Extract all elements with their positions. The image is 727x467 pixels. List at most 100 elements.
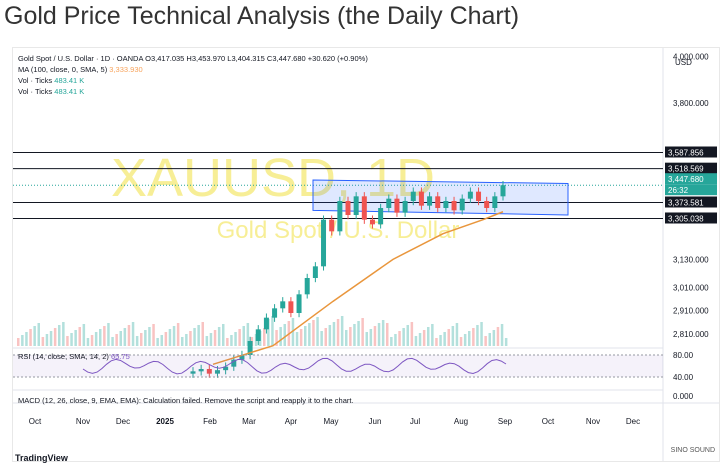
volume-bar bbox=[189, 331, 192, 346]
price-label-box bbox=[665, 162, 717, 174]
candle-body bbox=[394, 198, 400, 213]
volume-bar bbox=[455, 323, 459, 346]
macd-tick-label: 0.000 bbox=[673, 392, 694, 401]
volume-bar bbox=[402, 328, 405, 346]
candle-body bbox=[321, 219, 327, 267]
price-label: 3,373.581 bbox=[668, 198, 704, 207]
candle-body bbox=[467, 191, 473, 199]
volume-bar bbox=[74, 330, 77, 346]
volume-bar bbox=[135, 336, 139, 346]
volume-bar bbox=[398, 331, 401, 346]
volume-bar bbox=[435, 338, 438, 346]
volume-bar bbox=[328, 325, 332, 346]
volume-bar bbox=[99, 329, 102, 346]
volume-bar bbox=[283, 324, 286, 346]
candle-body bbox=[263, 317, 269, 330]
volume-bar bbox=[299, 329, 303, 346]
currency-label: USD bbox=[675, 58, 692, 67]
volume-bar bbox=[25, 332, 28, 346]
candle-body bbox=[272, 308, 278, 318]
volume-bar bbox=[222, 324, 225, 346]
volume-bar bbox=[312, 320, 315, 346]
candle-body bbox=[280, 301, 286, 309]
volume-bar bbox=[345, 330, 348, 346]
x-tick-label: Dec bbox=[626, 417, 640, 426]
candle-body bbox=[427, 196, 433, 206]
candle-body bbox=[304, 278, 310, 295]
y-tick-label: 2,810.000 bbox=[673, 330, 709, 339]
volume-bar bbox=[365, 332, 368, 346]
volume-bar bbox=[246, 323, 250, 346]
volume-bar bbox=[279, 327, 282, 346]
volume-bar bbox=[492, 330, 496, 346]
volume-bar bbox=[422, 330, 426, 346]
volume-bar bbox=[431, 324, 434, 346]
volume-bar bbox=[209, 333, 213, 346]
price-label-box bbox=[665, 146, 717, 158]
candle-body bbox=[418, 191, 424, 206]
volume-bar bbox=[267, 319, 270, 346]
y-tick-label: 3,130.000 bbox=[673, 255, 709, 264]
volume-bar bbox=[119, 331, 122, 346]
candle-body bbox=[239, 355, 245, 360]
candle-body bbox=[247, 341, 253, 355]
price-channel bbox=[312, 179, 569, 216]
volume-bar bbox=[62, 322, 65, 346]
volume-bar bbox=[66, 336, 69, 346]
price-label-box bbox=[665, 184, 717, 196]
volume-bar bbox=[41, 337, 45, 346]
volume-bar bbox=[488, 333, 491, 346]
volume-bar bbox=[394, 334, 397, 346]
candle-body bbox=[337, 201, 343, 232]
volume-bar bbox=[332, 322, 336, 346]
rsi-tick-label: 80.00 bbox=[673, 351, 694, 360]
volume-bar bbox=[308, 323, 311, 346]
x-tick-label: Apr bbox=[285, 417, 298, 426]
volume-bar bbox=[164, 332, 168, 346]
candle-body bbox=[410, 191, 416, 201]
page-title: Gold Price Technical Analysis (the Daily… bbox=[4, 2, 520, 30]
volume-bar bbox=[78, 327, 81, 346]
price-label: 3,518.569 bbox=[668, 165, 704, 174]
candle-body bbox=[492, 196, 498, 208]
x-tick-label: May bbox=[323, 417, 338, 426]
volume-bar bbox=[103, 326, 106, 346]
volume-bar bbox=[373, 326, 377, 346]
volume-bar bbox=[193, 328, 196, 346]
volume-bar bbox=[185, 334, 188, 346]
candle-body bbox=[206, 369, 212, 374]
volume-bar bbox=[111, 337, 114, 346]
rsi-line bbox=[82, 357, 507, 375]
candle-body bbox=[288, 301, 294, 313]
volume-bar bbox=[53, 328, 57, 346]
volume-bar bbox=[443, 332, 446, 346]
y-tick-label: 4,000.000 bbox=[673, 52, 709, 61]
volume-bar bbox=[414, 336, 418, 346]
volume-bar bbox=[115, 334, 118, 346]
volume-bar bbox=[349, 327, 352, 346]
price-label-box bbox=[665, 212, 717, 224]
volume-bar bbox=[21, 335, 24, 346]
candle-body bbox=[296, 294, 302, 313]
candle-body bbox=[214, 370, 220, 374]
volume-bar bbox=[468, 331, 471, 346]
volume-bar bbox=[340, 316, 344, 346]
volume-bar bbox=[390, 337, 393, 346]
volume-bar bbox=[127, 325, 131, 346]
legend-vol-2: Vol · Ticks 483.41 K bbox=[18, 87, 85, 96]
volume-bar bbox=[427, 327, 430, 346]
candle-body bbox=[378, 208, 384, 225]
volume-bar bbox=[263, 328, 266, 346]
volume-bar bbox=[123, 328, 127, 346]
volume-bar bbox=[94, 332, 98, 346]
volume-bar bbox=[176, 323, 180, 346]
volume-bar bbox=[86, 338, 90, 346]
candle-body bbox=[435, 196, 441, 208]
volume-bar bbox=[504, 338, 508, 346]
volume-bar bbox=[37, 323, 40, 346]
rsi-legend: RSI (14, close, SMA, 14, 2) 65.75 bbox=[18, 352, 130, 361]
macd-note: MACD (12, 26, close, 9, EMA, EMA): Calcu… bbox=[18, 396, 354, 405]
x-tick-label: Feb bbox=[203, 417, 217, 426]
volume-bar bbox=[90, 335, 94, 346]
volume-bar bbox=[49, 331, 53, 346]
